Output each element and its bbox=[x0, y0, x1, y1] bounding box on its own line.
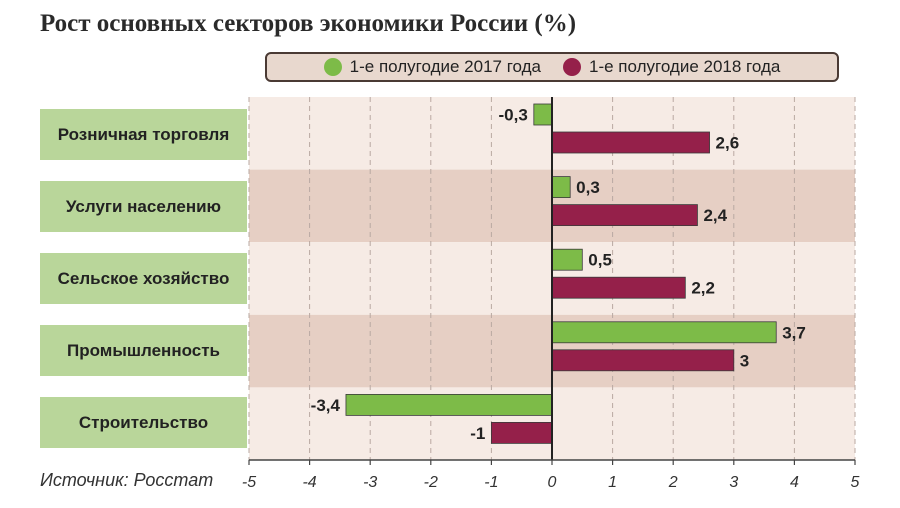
legend-item-2018: 1-е полугодие 2018 года bbox=[563, 57, 780, 77]
x-tick-label: 3 bbox=[729, 474, 738, 491]
x-tick-label: -2 bbox=[424, 474, 438, 491]
bar-2017 bbox=[551, 176, 571, 199]
bar-2018 bbox=[551, 131, 710, 154]
x-tick-label: -1 bbox=[484, 474, 498, 491]
chart-title: Рост основных секторов экономики России … bbox=[40, 10, 577, 37]
data-label: 2,4 bbox=[703, 206, 727, 225]
x-tick-label: -5 bbox=[242, 474, 256, 491]
data-label: -0,3 bbox=[499, 106, 528, 125]
bar-2017 bbox=[533, 103, 553, 126]
data-label: 0,3 bbox=[576, 178, 600, 197]
legend-label-2018: 1-е полугодие 2018 года bbox=[589, 57, 781, 76]
data-label: 3,7 bbox=[782, 323, 806, 342]
bar-2018 bbox=[551, 204, 698, 227]
data-label: 2,6 bbox=[716, 134, 740, 153]
x-tick-label: 4 bbox=[790, 474, 799, 491]
x-tick-label: 5 bbox=[851, 474, 860, 491]
category-label-industry: Промышленность bbox=[40, 325, 247, 376]
category-label-agriculture: Сельское хозяйство bbox=[40, 253, 247, 304]
bar-2017 bbox=[551, 321, 777, 344]
legend-label-2017: 1-е полугодие 2017 года bbox=[349, 57, 541, 76]
legend-item-2017: 1-е полугодие 2017 года bbox=[323, 57, 541, 77]
bar-2018 bbox=[490, 421, 553, 444]
bar-2017 bbox=[551, 248, 583, 271]
data-label: -3,4 bbox=[311, 396, 341, 415]
x-tick-label: 0 bbox=[548, 474, 557, 491]
bar-2018 bbox=[551, 349, 735, 372]
data-label: 3 bbox=[740, 351, 749, 370]
category-label-retail: Розничная торговля bbox=[40, 109, 247, 160]
category-label-construction: Строительство bbox=[40, 397, 247, 448]
x-tick-label: -4 bbox=[302, 474, 316, 491]
x-tick-label: 2 bbox=[668, 474, 678, 491]
data-label: 2,2 bbox=[691, 279, 715, 298]
x-tick-label: 1 bbox=[608, 474, 617, 491]
chart-legend: 1-е полугодие 2017 года 1-е полугодие 20… bbox=[265, 52, 839, 82]
legend-swatch-2017 bbox=[323, 58, 342, 76]
data-label: -1 bbox=[470, 424, 485, 443]
bar-2018 bbox=[551, 276, 686, 299]
source-note: Источник: Росстат bbox=[40, 470, 214, 490]
category-label-services: Услуги населению bbox=[40, 181, 247, 232]
bar-2017 bbox=[345, 393, 553, 416]
data-label: 0,5 bbox=[588, 251, 612, 270]
x-tick-label: -3 bbox=[363, 474, 377, 491]
legend-swatch-2018 bbox=[563, 58, 581, 76]
